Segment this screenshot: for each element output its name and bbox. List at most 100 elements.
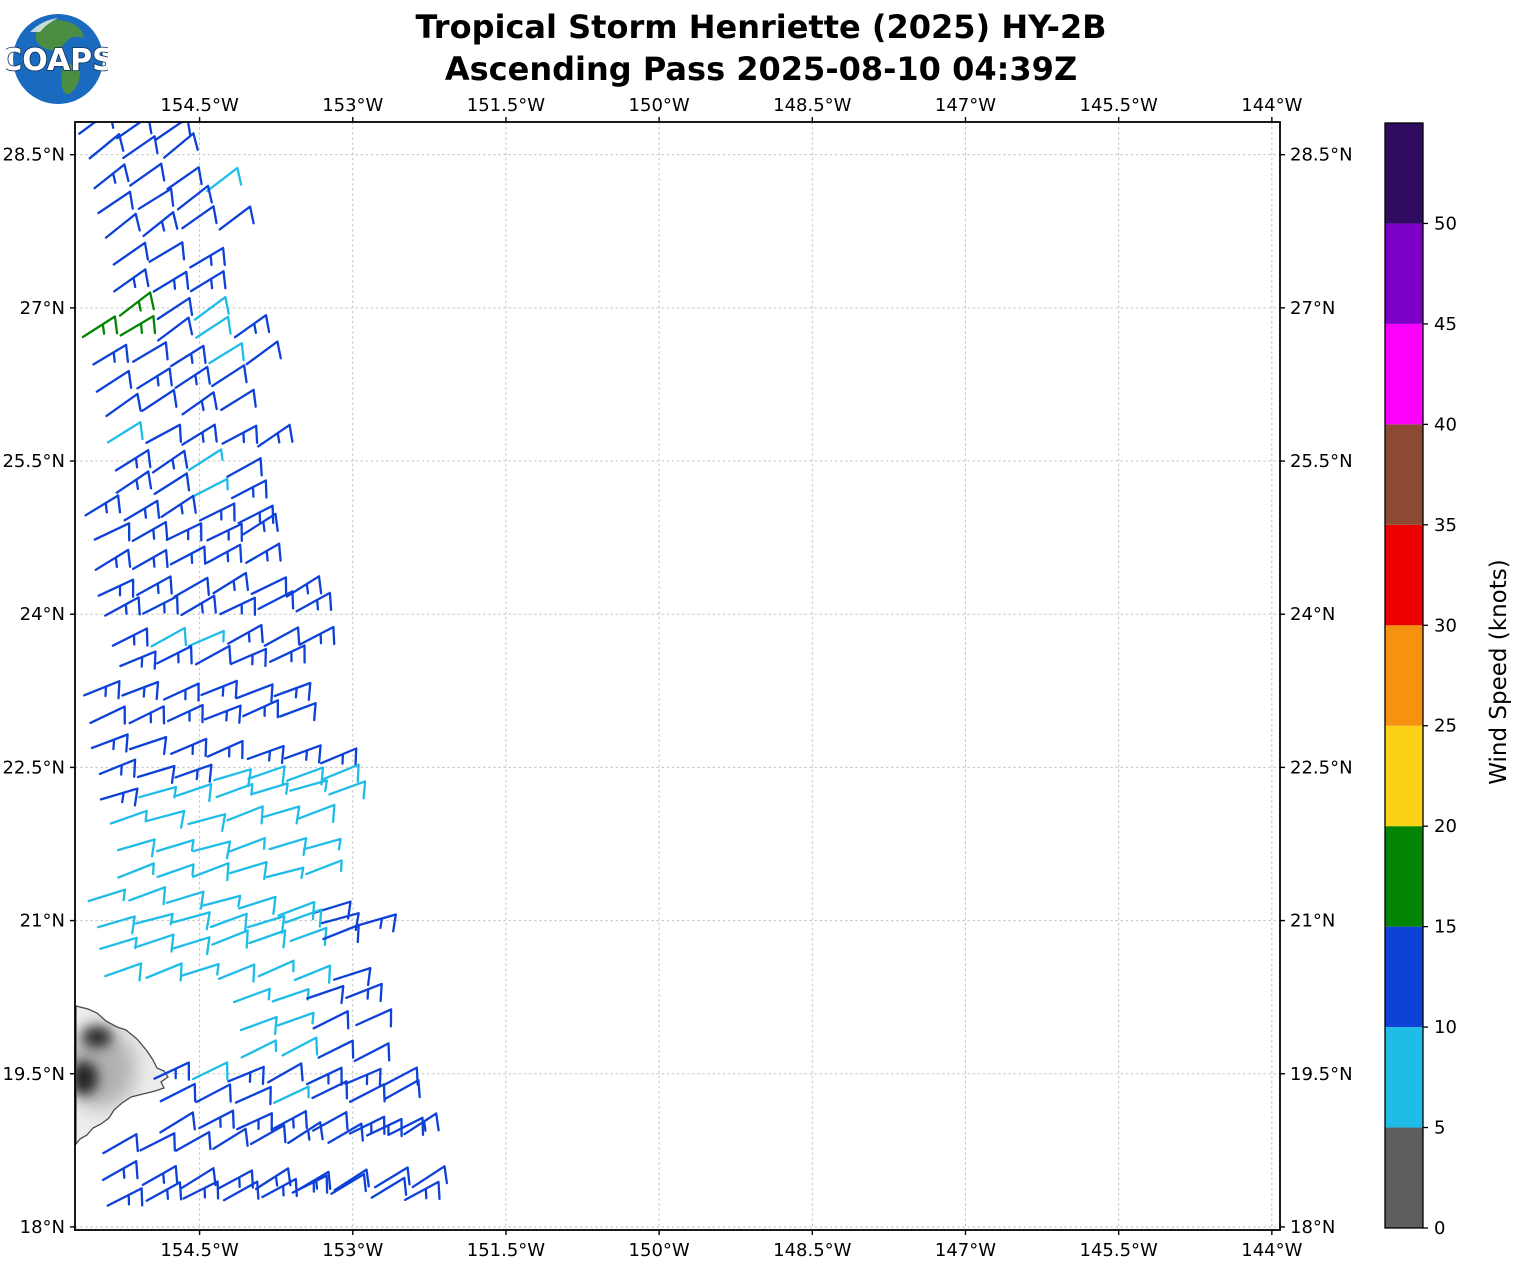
colorbar-tick-label: 40 xyxy=(1434,414,1457,435)
lon-tick-label-bottom: 148.5°W xyxy=(773,1240,852,1261)
wind-barb xyxy=(208,342,245,365)
colorbar-tick-label: 5 xyxy=(1434,1118,1445,1139)
wind-barb xyxy=(102,1133,139,1155)
wind-barb xyxy=(322,763,360,783)
wind-barb-layer xyxy=(78,122,449,1207)
wind-barb xyxy=(165,522,203,542)
globe-continent-south xyxy=(61,63,80,94)
wind-barb xyxy=(145,962,183,982)
wind-barb xyxy=(209,912,248,932)
wind-barb xyxy=(171,911,211,931)
wind-barb xyxy=(122,135,159,160)
lon-tick-label-bottom: 151.5°W xyxy=(467,1240,546,1261)
wind-barb xyxy=(194,644,232,666)
wind-barb xyxy=(217,963,256,983)
wind-barb xyxy=(109,809,148,825)
wind-barb xyxy=(192,477,229,498)
wind-barb xyxy=(348,1083,386,1103)
wind-barb xyxy=(95,369,133,393)
wind-barb xyxy=(277,900,316,921)
wind-barb xyxy=(305,859,343,876)
wind-barb xyxy=(230,479,268,500)
wind-barb xyxy=(182,1180,220,1200)
colorbar-tick-label: 15 xyxy=(1434,917,1457,938)
wind-barb xyxy=(268,644,306,664)
wind-barb xyxy=(411,1165,449,1189)
colorbar-tick-label: 25 xyxy=(1434,716,1457,737)
wind-barb xyxy=(328,780,367,800)
wind-barb xyxy=(174,763,213,783)
wind-barb xyxy=(263,626,301,647)
wind-barb xyxy=(246,744,285,765)
colorbar-frame xyxy=(1384,122,1424,1229)
wind-barb xyxy=(88,133,125,160)
lon-tick-label-bottom: 154.5°W xyxy=(160,1240,239,1261)
wind-barb xyxy=(272,1085,310,1104)
wind-barb xyxy=(229,860,268,881)
wind-barb xyxy=(89,705,126,725)
wind-barb xyxy=(173,576,210,598)
lon-tick-label-top: 154.5°W xyxy=(160,95,239,116)
wind-barb xyxy=(156,316,194,342)
lat-tick-label-right: 24°N xyxy=(1290,604,1335,625)
wind-barb xyxy=(278,702,317,722)
wind-barb xyxy=(294,1170,332,1193)
wind-barb xyxy=(151,449,189,474)
island-fill-group xyxy=(76,1006,168,1144)
wind-barb xyxy=(83,680,121,700)
wind-barb xyxy=(170,737,208,758)
globe-continent-north xyxy=(36,20,84,51)
wind-barb xyxy=(174,365,211,389)
wind-barb xyxy=(283,744,322,764)
lat-tick-label-left: 27°N xyxy=(20,298,65,319)
wind-barb xyxy=(302,837,342,851)
wind-barb xyxy=(273,681,312,702)
wind-barb xyxy=(403,1112,440,1136)
wind-barb xyxy=(370,1176,408,1199)
wind-barb xyxy=(333,1168,370,1192)
wind-barb xyxy=(181,205,218,230)
wind-barb xyxy=(156,863,195,879)
chart-title: Tropical Storm Henriette (2025) HY-2B As… xyxy=(0,6,1522,90)
wind-barb xyxy=(118,291,155,317)
wind-barb xyxy=(206,739,244,760)
wind-barb xyxy=(187,629,225,648)
wind-barb xyxy=(163,132,199,159)
colorbar-segment xyxy=(1385,323,1423,425)
wind-barb xyxy=(271,1110,308,1131)
wind-barb xyxy=(123,499,161,522)
wind-barb xyxy=(211,929,249,949)
wind-barb xyxy=(220,388,257,412)
globe-cloud xyxy=(30,18,58,32)
wind-barb xyxy=(237,504,275,525)
lat-tick-label-left: 21°N xyxy=(20,911,65,932)
wind-barb xyxy=(320,747,358,767)
lon-tick-label-top: 145.5°W xyxy=(1080,95,1159,116)
colorbar-tick-label: 30 xyxy=(1434,615,1457,636)
title-line2: Ascending Pass 2025-08-10 04:39Z xyxy=(444,50,1078,88)
wind-barb xyxy=(317,1039,355,1059)
wind-barb xyxy=(387,1116,425,1137)
wind-barb xyxy=(249,1124,287,1146)
coaps-logo: COAPS xyxy=(0,6,115,108)
wind-barb xyxy=(365,1117,403,1138)
wind-barb xyxy=(106,421,144,444)
wind-barb xyxy=(219,596,257,616)
wind-barb xyxy=(198,502,236,522)
colorbar-segment xyxy=(1385,826,1423,927)
colorbar-tick-label: 20 xyxy=(1434,816,1457,837)
wind-barb xyxy=(189,246,226,269)
wind-barb xyxy=(137,187,175,210)
lat-tick-label-right: 18°N xyxy=(1290,1217,1335,1238)
wind-barb xyxy=(134,912,174,926)
wind-barb xyxy=(99,787,139,807)
wind-barb xyxy=(311,1080,349,1100)
wind-barb xyxy=(145,1181,183,1202)
wind-barb xyxy=(195,1083,232,1104)
lon-tick-label-top: 150°W xyxy=(629,95,690,116)
wind-barb xyxy=(81,315,119,339)
wind-barb xyxy=(136,367,173,390)
wind-barb xyxy=(289,779,329,793)
wind-barb xyxy=(97,578,135,598)
axis-tick-layer xyxy=(70,117,1285,1235)
